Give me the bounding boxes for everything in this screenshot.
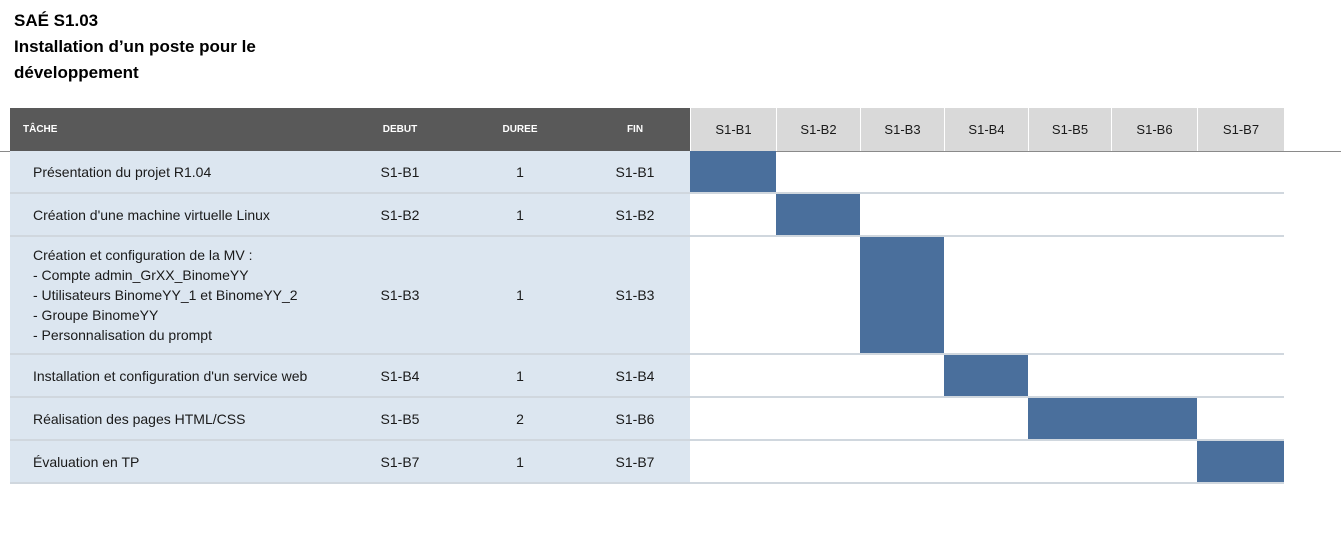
task-info-background [10,151,690,192]
title-line: Installation d’un poste pour le [14,37,256,56]
task-info-background [10,441,690,482]
task-end: S1-B4 [615,367,655,384]
task-name-line: Installation et configuration d'un servi… [33,367,308,384]
task-name-line: - Utilisateurs BinomeYY_1 et BinomeYY_2 [33,287,298,303]
column-header-task: TÂCHE [10,108,340,151]
week-header-s1-b1: S1-B1 [690,108,776,151]
task-info-background [10,237,690,353]
task-start: S1-B1 [380,163,420,180]
task-name-line: Évaluation en TP [33,453,140,470]
week-header-s1-b6: S1-B6 [1111,108,1197,151]
task-info-background [10,194,690,235]
gantt-bar [776,194,860,235]
task-name: Réalisation des pages HTML/CSS [33,398,333,439]
task-row: Présentation du projet R1.04 S1-B1 1 S1-B1 [10,151,1284,194]
gantt-table: TÂCHE DEBUT DUREE FIN S1-B1 S1-B2 S1-B3 S1-… [10,108,1284,484]
task-name-line: - Compte admin_GrXX_BinomeYY [33,267,249,283]
task-end: S1-B7 [615,453,655,470]
task-duration: 1 [516,206,524,223]
header-row: TÂCHE DEBUT DUREE FIN S1-B1 S1-B2 S1-B3 S1-… [10,108,1284,151]
task-duration: 1 [516,453,524,470]
task-name-line: - Personnalisation du prompt [33,327,212,343]
task-row: Création et configuration de la MV : - Co… [10,237,1284,355]
task-name: Présentation du projet R1.04 [33,151,333,192]
week-header-s1-b4: S1-B4 [944,108,1028,151]
column-header-end: FIN [580,108,690,151]
task-end: S1-B3 [615,287,655,303]
task-duration: 1 [516,163,524,180]
title-line: développement [14,63,139,82]
task-name-line: Réalisation des pages HTML/CSS [33,410,246,427]
task-start: S1-B7 [380,453,420,470]
column-header-start: DEBUT [340,108,460,151]
task-name: Installation et configuration d'un servi… [33,355,333,396]
task-name: Évaluation en TP [33,441,333,482]
task-row: Installation et configuration d'un servi… [10,355,1284,398]
gantt-bar [1028,398,1197,439]
task-rows: Présentation du projet R1.04 S1-B1 1 S1-B1 C… [10,151,1284,484]
task-duration: 1 [516,287,524,303]
week-header-s1-b3: S1-B3 [860,108,944,151]
task-name-line: Création et configuration de la MV : [33,247,253,263]
task-end: S1-B2 [615,206,655,223]
title-line: SAÉ S1.03 [14,11,99,30]
column-header-duration: DUREE [460,108,580,151]
task-name: Création d'une machine virtuelle Linux [33,194,333,235]
task-duration: 1 [516,367,524,384]
week-header-s1-b5: S1-B5 [1028,108,1111,151]
week-header-s1-b2: S1-B2 [776,108,860,151]
task-end: S1-B6 [615,410,655,427]
gantt-bar [944,355,1028,396]
task-info-background [10,398,690,439]
gantt-bar [690,151,776,192]
task-name-line: Création d'une machine virtuelle Linux [33,206,270,223]
task-end: S1-B1 [615,163,655,180]
task-start: S1-B2 [380,206,420,223]
task-name: Création et configuration de la MV : - Co… [33,237,333,353]
task-start: S1-B3 [380,287,420,303]
task-start: S1-B5 [380,410,420,427]
task-row: Évaluation en TP S1-B7 1 S1-B7 [10,441,1284,484]
week-header-s1-b7: S1-B7 [1197,108,1284,151]
task-row: Création d'une machine virtuelle Linux S1… [10,194,1284,237]
task-info-background [10,355,690,396]
document-title: SAÉ S1.03 Installation d’un poste pour l… [14,8,334,86]
task-name-line: - Groupe BinomeYY [33,307,159,323]
task-row: Réalisation des pages HTML/CSS S1-B5 2 S1-B… [10,398,1284,441]
task-duration: 2 [516,410,524,427]
task-start: S1-B4 [380,367,420,384]
gantt-bar [860,237,944,353]
gantt-bar [1197,441,1284,482]
task-name-line: Présentation du projet R1.04 [33,163,212,180]
